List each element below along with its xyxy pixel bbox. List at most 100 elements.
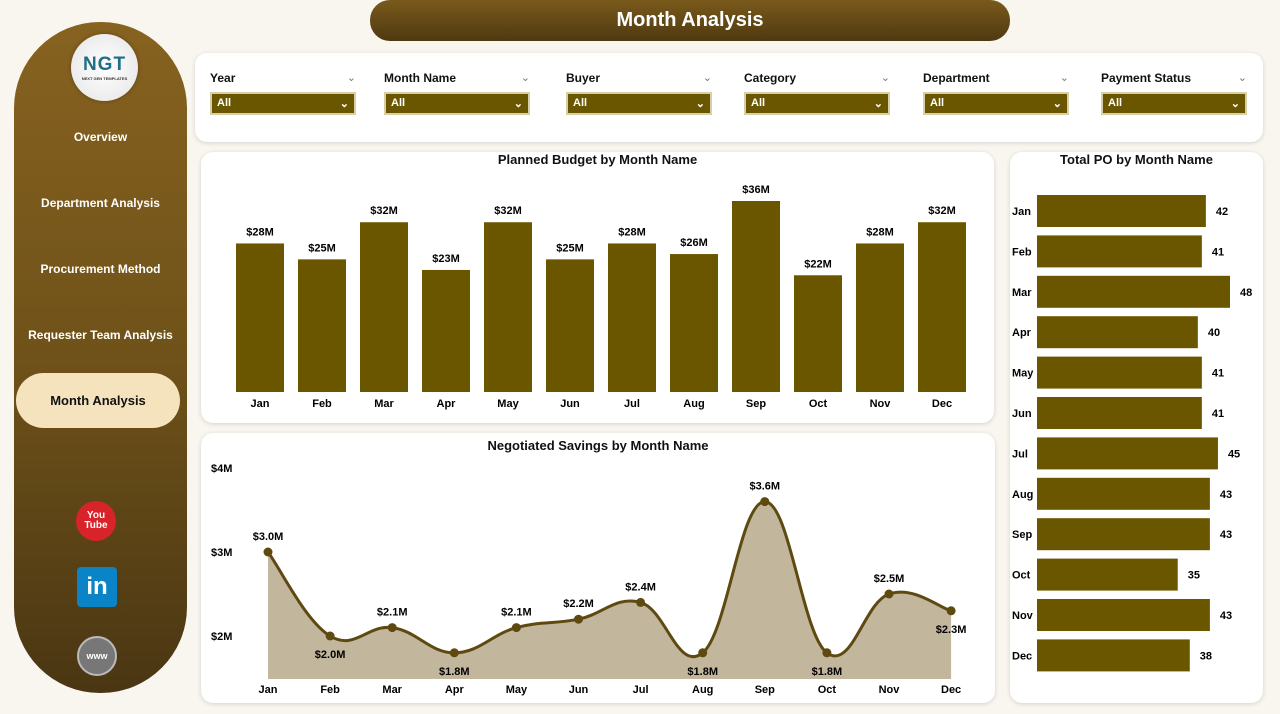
nav-requester-team-analysis[interactable]: Requester Team Analysis [28, 328, 173, 342]
data-label: $25M [556, 242, 584, 254]
area-fill [268, 501, 952, 679]
bar-dec [1037, 639, 1190, 672]
bar-chart-svg: $28M Jan $25M Feb $32M Mar $23M Apr $32M May $25M J… [236, 184, 966, 410]
data-label: 41 [1212, 368, 1224, 380]
data-label: $3.0M [253, 531, 284, 543]
data-label: $28M [618, 226, 646, 238]
filter-panel: Year ⌄ All ⌄ Month Name ⌄ All ⌄ Buyer ⌄ All ⌄ Catego… [195, 53, 1263, 142]
filter-value: All [217, 97, 232, 109]
x-tick-label: May [497, 398, 519, 410]
globe-icon[interactable]: www [77, 636, 117, 676]
filter-value: All [751, 97, 766, 109]
bar-may [484, 222, 532, 392]
filter-label-text: Year [210, 71, 236, 85]
y-tick-label: Mar [1012, 287, 1032, 299]
filter-label: Year ⌄ [210, 71, 356, 85]
y-tick-label: Sep [1012, 529, 1032, 541]
filter-value: All [930, 97, 945, 109]
filter-label: Month Name ⌄ [384, 71, 530, 85]
data-label: $22M [804, 258, 832, 270]
bar-feb [298, 259, 346, 392]
chevron-down-icon: ⌄ [339, 98, 349, 110]
chevron-down-icon: ⌄ [1052, 98, 1062, 110]
filter-dropdown[interactable]: All ⌄ [210, 92, 356, 115]
data-label: 48 [1240, 287, 1252, 299]
data-label: $36M [742, 184, 770, 196]
x-tick-label: Jul [624, 398, 640, 410]
bar-dec [918, 222, 966, 392]
filter-dropdown[interactable]: All ⌄ [384, 92, 530, 115]
nav-month-analysis[interactable]: Month Analysis [16, 373, 180, 428]
x-tick-label: Dec [932, 398, 952, 410]
y-tick-label: $2M [211, 631, 232, 643]
x-tick-label: Sep [746, 398, 766, 410]
x-tick-label: Mar [374, 398, 394, 410]
chevron-down-icon[interactable]: ⌄ [702, 72, 712, 84]
x-tick-label: Nov [879, 684, 901, 696]
filter-payment-status: Payment Status ⌄ All ⌄ [1101, 71, 1247, 115]
nav-procurement-method[interactable]: Procurement Method [40, 262, 161, 276]
x-tick-label: Oct [809, 398, 828, 410]
data-label: 35 [1188, 570, 1200, 582]
data-label: $2.1M [501, 607, 532, 619]
data-label: 45 [1228, 448, 1240, 460]
data-label: $1.8M [812, 666, 843, 678]
chart-title: Planned Budget by Month Name [497, 152, 698, 167]
bar-jan [1037, 195, 1206, 227]
data-point [387, 623, 397, 633]
data-point [884, 589, 894, 599]
x-tick-label: Jun [569, 684, 589, 696]
x-tick-label: Apr [437, 398, 457, 410]
data-label: $32M [928, 205, 956, 217]
y-tick-label: Feb [1012, 246, 1032, 258]
x-tick-label: Jul [633, 684, 649, 696]
chevron-down-icon: ⌄ [1230, 98, 1240, 110]
bar-feb [1037, 235, 1202, 268]
filter-label-text: Month Name [384, 71, 456, 85]
chevron-down-icon[interactable]: ⌄ [520, 72, 530, 84]
data-label: $3.6M [750, 481, 781, 493]
bar-aug [1037, 477, 1210, 510]
filter-department: Department ⌄ All ⌄ [923, 71, 1069, 115]
chevron-down-icon[interactable]: ⌄ [346, 72, 356, 84]
bar-apr [1037, 316, 1198, 349]
bar-oct [1037, 558, 1178, 591]
data-label: 41 [1212, 408, 1224, 420]
filter-dropdown[interactable]: All ⌄ [566, 92, 712, 115]
negotiated-savings-chart: Negotiated Savings by Month Name $2M $3M $… [201, 433, 995, 703]
filter-label: Category ⌄ [744, 71, 890, 85]
x-tick-label: May [506, 684, 528, 696]
x-tick-label: Feb [312, 398, 332, 410]
chevron-down-icon[interactable]: ⌄ [1059, 72, 1069, 84]
bar-sep [1037, 518, 1210, 551]
filter-label: Buyer ⌄ [566, 71, 712, 85]
bar-mar [1037, 275, 1230, 308]
x-tick-label: Jan [251, 398, 270, 410]
youtube-icon[interactable]: You Tube [76, 501, 116, 541]
data-label: $2.2M [563, 598, 594, 610]
data-label: $1.8M [687, 666, 718, 678]
chevron-down-icon[interactable]: ⌄ [1237, 72, 1247, 84]
data-point [636, 597, 646, 607]
data-point [822, 648, 832, 658]
data-label: 43 [1220, 610, 1232, 622]
x-tick-label: Aug [692, 684, 713, 696]
chevron-down-icon[interactable]: ⌄ [880, 72, 890, 84]
data-label: $32M [370, 205, 398, 217]
linkedin-icon[interactable]: in [77, 567, 117, 607]
nav-overview[interactable]: Overview [73, 130, 128, 144]
data-label: $28M [866, 226, 894, 238]
nav-department-analysis[interactable]: Department Analysis [41, 196, 160, 210]
x-tick-label: Dec [941, 684, 961, 696]
y-tick-label: $3M [211, 547, 232, 559]
x-tick-label: Oct [818, 684, 837, 696]
bar-apr [422, 269, 470, 392]
y-tick-label: Oct [1012, 570, 1031, 582]
y-tick-label: Apr [1012, 327, 1032, 339]
y-tick-label: $4M [211, 463, 232, 475]
filter-dropdown[interactable]: All ⌄ [1101, 92, 1247, 115]
data-label: $28M [246, 226, 274, 238]
filter-dropdown[interactable]: All ⌄ [744, 92, 890, 115]
filter-dropdown[interactable]: All ⌄ [923, 92, 1069, 115]
data-label: $25M [308, 242, 336, 254]
